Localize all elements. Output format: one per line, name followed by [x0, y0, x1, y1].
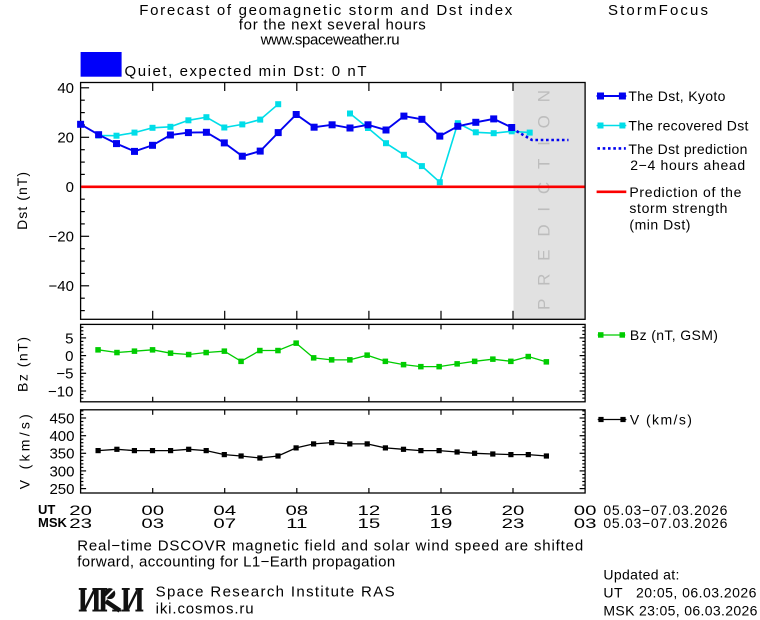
svg-text:20: 20 [69, 502, 92, 518]
svg-text:V (km/s): V (km/s) [630, 412, 692, 428]
svg-text:16: 16 [430, 502, 453, 518]
svg-text:Prediction of the: Prediction of the [629, 184, 741, 200]
svg-text:00: 00 [141, 502, 164, 518]
svg-text:23: 23 [69, 515, 92, 531]
svg-text:(min Dst): (min Dst) [629, 217, 690, 233]
svg-text:MSK 23:05, 06.03.2026: MSK 23:05, 06.03.2026 [603, 602, 757, 618]
svg-text:07: 07 [213, 515, 236, 531]
svg-text:Dst (nT): Dst (nT) [14, 172, 30, 230]
svg-text:450: 450 [49, 410, 74, 427]
svg-text:05.03−07.03.2026: 05.03−07.03.2026 [603, 502, 727, 518]
svg-text:forward, accounting for L1−Ear: forward, accounting for L1−Earth propaga… [77, 554, 395, 571]
svg-text:11: 11 [286, 515, 307, 531]
svg-text:0: 0 [66, 179, 74, 196]
svg-text:StormFocus: StormFocus [608, 2, 708, 19]
svg-text:03: 03 [574, 515, 597, 531]
svg-text:00: 00 [574, 502, 597, 518]
svg-text:Real−time DSCOVR magnetic fiel: Real−time DSCOVR magnetic field and sola… [77, 537, 583, 554]
svg-text:250: 250 [49, 481, 74, 498]
svg-text:20: 20 [502, 502, 525, 518]
svg-text:Bz (nT, GSM): Bz (nT, GSM) [630, 327, 718, 343]
svg-text:0: 0 [65, 348, 73, 365]
svg-text:20: 20 [57, 130, 74, 147]
svg-text:23: 23 [502, 515, 525, 531]
svg-text:UT 20:05, 06.03.2026: UT 20:05, 06.03.2026 [603, 585, 756, 601]
svg-text:Space Research Institute RAS: Space Research Institute RAS [156, 583, 395, 600]
svg-text:Quiet, expected min Dst: 0 nT: Quiet, expected min Dst: 0 nT [125, 63, 367, 80]
svg-text:03: 03 [141, 515, 164, 531]
svg-text:storm strength: storm strength [629, 200, 727, 216]
svg-text:The recovered Dst: The recovered Dst [628, 118, 748, 134]
svg-text:12: 12 [358, 502, 381, 518]
svg-text:2−4 hours ahead: 2−4 hours ahead [630, 157, 745, 173]
svg-text:MSK: MSK [38, 515, 68, 530]
svg-text:15: 15 [358, 515, 381, 531]
svg-text:iki.cosmos.ru: iki.cosmos.ru [156, 600, 254, 617]
svg-text:www.spaceweather.ru: www.spaceweather.ru [260, 31, 400, 48]
svg-text:UT: UT [38, 502, 55, 517]
svg-text:−10: −10 [48, 383, 73, 400]
svg-text:Updated at:: Updated at: [603, 566, 679, 582]
svg-text:19: 19 [430, 515, 453, 531]
svg-text:5: 5 [65, 330, 73, 347]
svg-text:40: 40 [57, 80, 74, 97]
svg-text:350: 350 [49, 446, 74, 463]
svg-text:−40: −40 [49, 278, 74, 295]
svg-text:04: 04 [213, 502, 236, 518]
svg-text:300: 300 [49, 463, 74, 480]
svg-text:05.03−07.03.2026: 05.03−07.03.2026 [603, 515, 727, 531]
svg-text:−20: −20 [49, 229, 74, 246]
svg-text:08: 08 [285, 502, 308, 518]
svg-text:for the next several hours: for the next several hours [239, 17, 426, 34]
svg-text:400: 400 [49, 428, 74, 445]
svg-text:The Dst prediction: The Dst prediction [628, 141, 747, 157]
svg-text:Bz (nT): Bz (nT) [15, 337, 31, 392]
svg-text:−5: −5 [56, 366, 73, 383]
svg-text:The Dst, Kyoto: The Dst, Kyoto [628, 88, 725, 104]
